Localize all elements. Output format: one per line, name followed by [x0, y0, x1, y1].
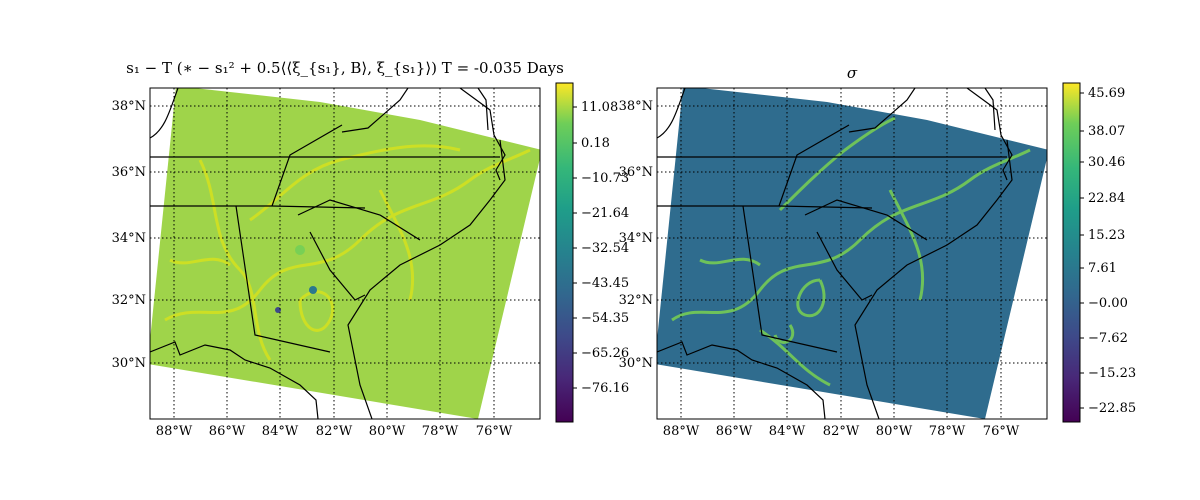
- left-cbar-tick: −76.16: [581, 381, 629, 396]
- left-lat-labels: 38°N 36°N 34°N 32°N 30°N: [112, 99, 146, 371]
- left-colorbar: 11.08 0.18 −10.73 −21.64 −32.54 −43.45 −…: [555, 82, 629, 423]
- left-coastlines: [150, 88, 506, 419]
- lon-label-78: 78°W: [929, 424, 966, 439]
- left-cbar-tick: 11.08: [581, 100, 618, 115]
- right-coastlines: [657, 88, 1013, 419]
- lon-label-76: 76°W: [476, 424, 513, 439]
- right-data-field: [657, 88, 1047, 419]
- left-cbar-tick: −32.54: [581, 241, 629, 256]
- left-map-panel: s₁ − T (∗ − s₁² + 0.5⟨⟨ξ_{s₁}, B⟩, ξ_{s₁…: [112, 59, 630, 439]
- right-cbar-tick: −0.00: [1088, 296, 1128, 311]
- left-cbar-tick: −43.45: [581, 276, 629, 291]
- left-cbar-tick: −54.35: [581, 311, 629, 326]
- left-cbar-tick: −21.64: [581, 206, 629, 221]
- lat-label-32: 32°N: [619, 293, 653, 308]
- lon-label-84: 84°W: [769, 424, 806, 439]
- lon-label-82: 82°W: [823, 424, 860, 439]
- left-cbar-tick: −65.26: [581, 346, 629, 361]
- lat-label-36: 36°N: [619, 165, 653, 180]
- lon-label-88: 88°W: [156, 424, 193, 439]
- left-gridlines: [150, 88, 540, 419]
- right-panel-title: σ: [847, 64, 858, 82]
- lat-label-30: 30°N: [619, 356, 653, 371]
- lat-label-34: 34°N: [112, 231, 146, 246]
- right-cbar-tick: 38.07: [1088, 124, 1125, 139]
- left-lon-labels: 88°W 86°W 84°W 82°W 80°W 78°W 76°W: [156, 424, 513, 439]
- left-cbar-tick: 0.18: [581, 136, 610, 151]
- lat-label-38: 38°N: [619, 99, 653, 114]
- lon-label-86: 86°W: [716, 424, 753, 439]
- lon-label-82: 82°W: [316, 424, 353, 439]
- lon-label-80: 80°W: [369, 424, 406, 439]
- right-gridlines: [657, 88, 1047, 419]
- right-cbar-tick: 15.23: [1088, 228, 1125, 243]
- right-cbar-tick: 45.69: [1088, 86, 1125, 101]
- lon-label-88: 88°W: [663, 424, 700, 439]
- lon-label-78: 78°W: [422, 424, 459, 439]
- right-colorbar: 45.69 38.07 30.46 22.84 15.23 7.61 −0.00…: [1062, 82, 1136, 423]
- lat-label-30: 30°N: [112, 356, 146, 371]
- lat-label-36: 36°N: [112, 165, 146, 180]
- lon-label-84: 84°W: [262, 424, 299, 439]
- right-cbar-tick: 22.84: [1088, 191, 1125, 206]
- left-colorbar-gradient: [555, 82, 574, 423]
- right-lat-labels: 38°N 36°N 34°N 32°N 30°N: [619, 99, 653, 371]
- lon-label-76: 76°W: [983, 424, 1020, 439]
- right-map-panel: σ: [619, 64, 1137, 439]
- right-cbar-tick: 7.61: [1088, 261, 1117, 276]
- lon-label-86: 86°W: [209, 424, 246, 439]
- left-map-frame: [149, 87, 541, 420]
- lat-label-32: 32°N: [112, 293, 146, 308]
- lat-label-34: 34°N: [619, 231, 653, 246]
- right-lon-labels: 88°W 86°W 84°W 82°W 80°W 78°W 76°W: [663, 424, 1020, 439]
- right-cbar-tick: −22.85: [1088, 401, 1136, 416]
- left-cbar-tick: −10.73: [581, 171, 629, 186]
- right-cbar-tick: −15.23: [1088, 366, 1136, 381]
- right-cbar-tick: 30.46: [1088, 155, 1125, 170]
- lat-label-38: 38°N: [112, 99, 146, 114]
- right-colorbar-gradient: [1062, 82, 1081, 423]
- left-field-ridges: [164, 144, 531, 361]
- right-map-frame: [656, 87, 1048, 420]
- lon-label-80: 80°W: [876, 424, 913, 439]
- left-panel-title: s₁ − T (∗ − s₁² + 0.5⟨⟨ξ_{s₁}, B⟩, ξ_{s₁…: [126, 59, 564, 77]
- right-cbar-tick: −7.62: [1088, 331, 1128, 346]
